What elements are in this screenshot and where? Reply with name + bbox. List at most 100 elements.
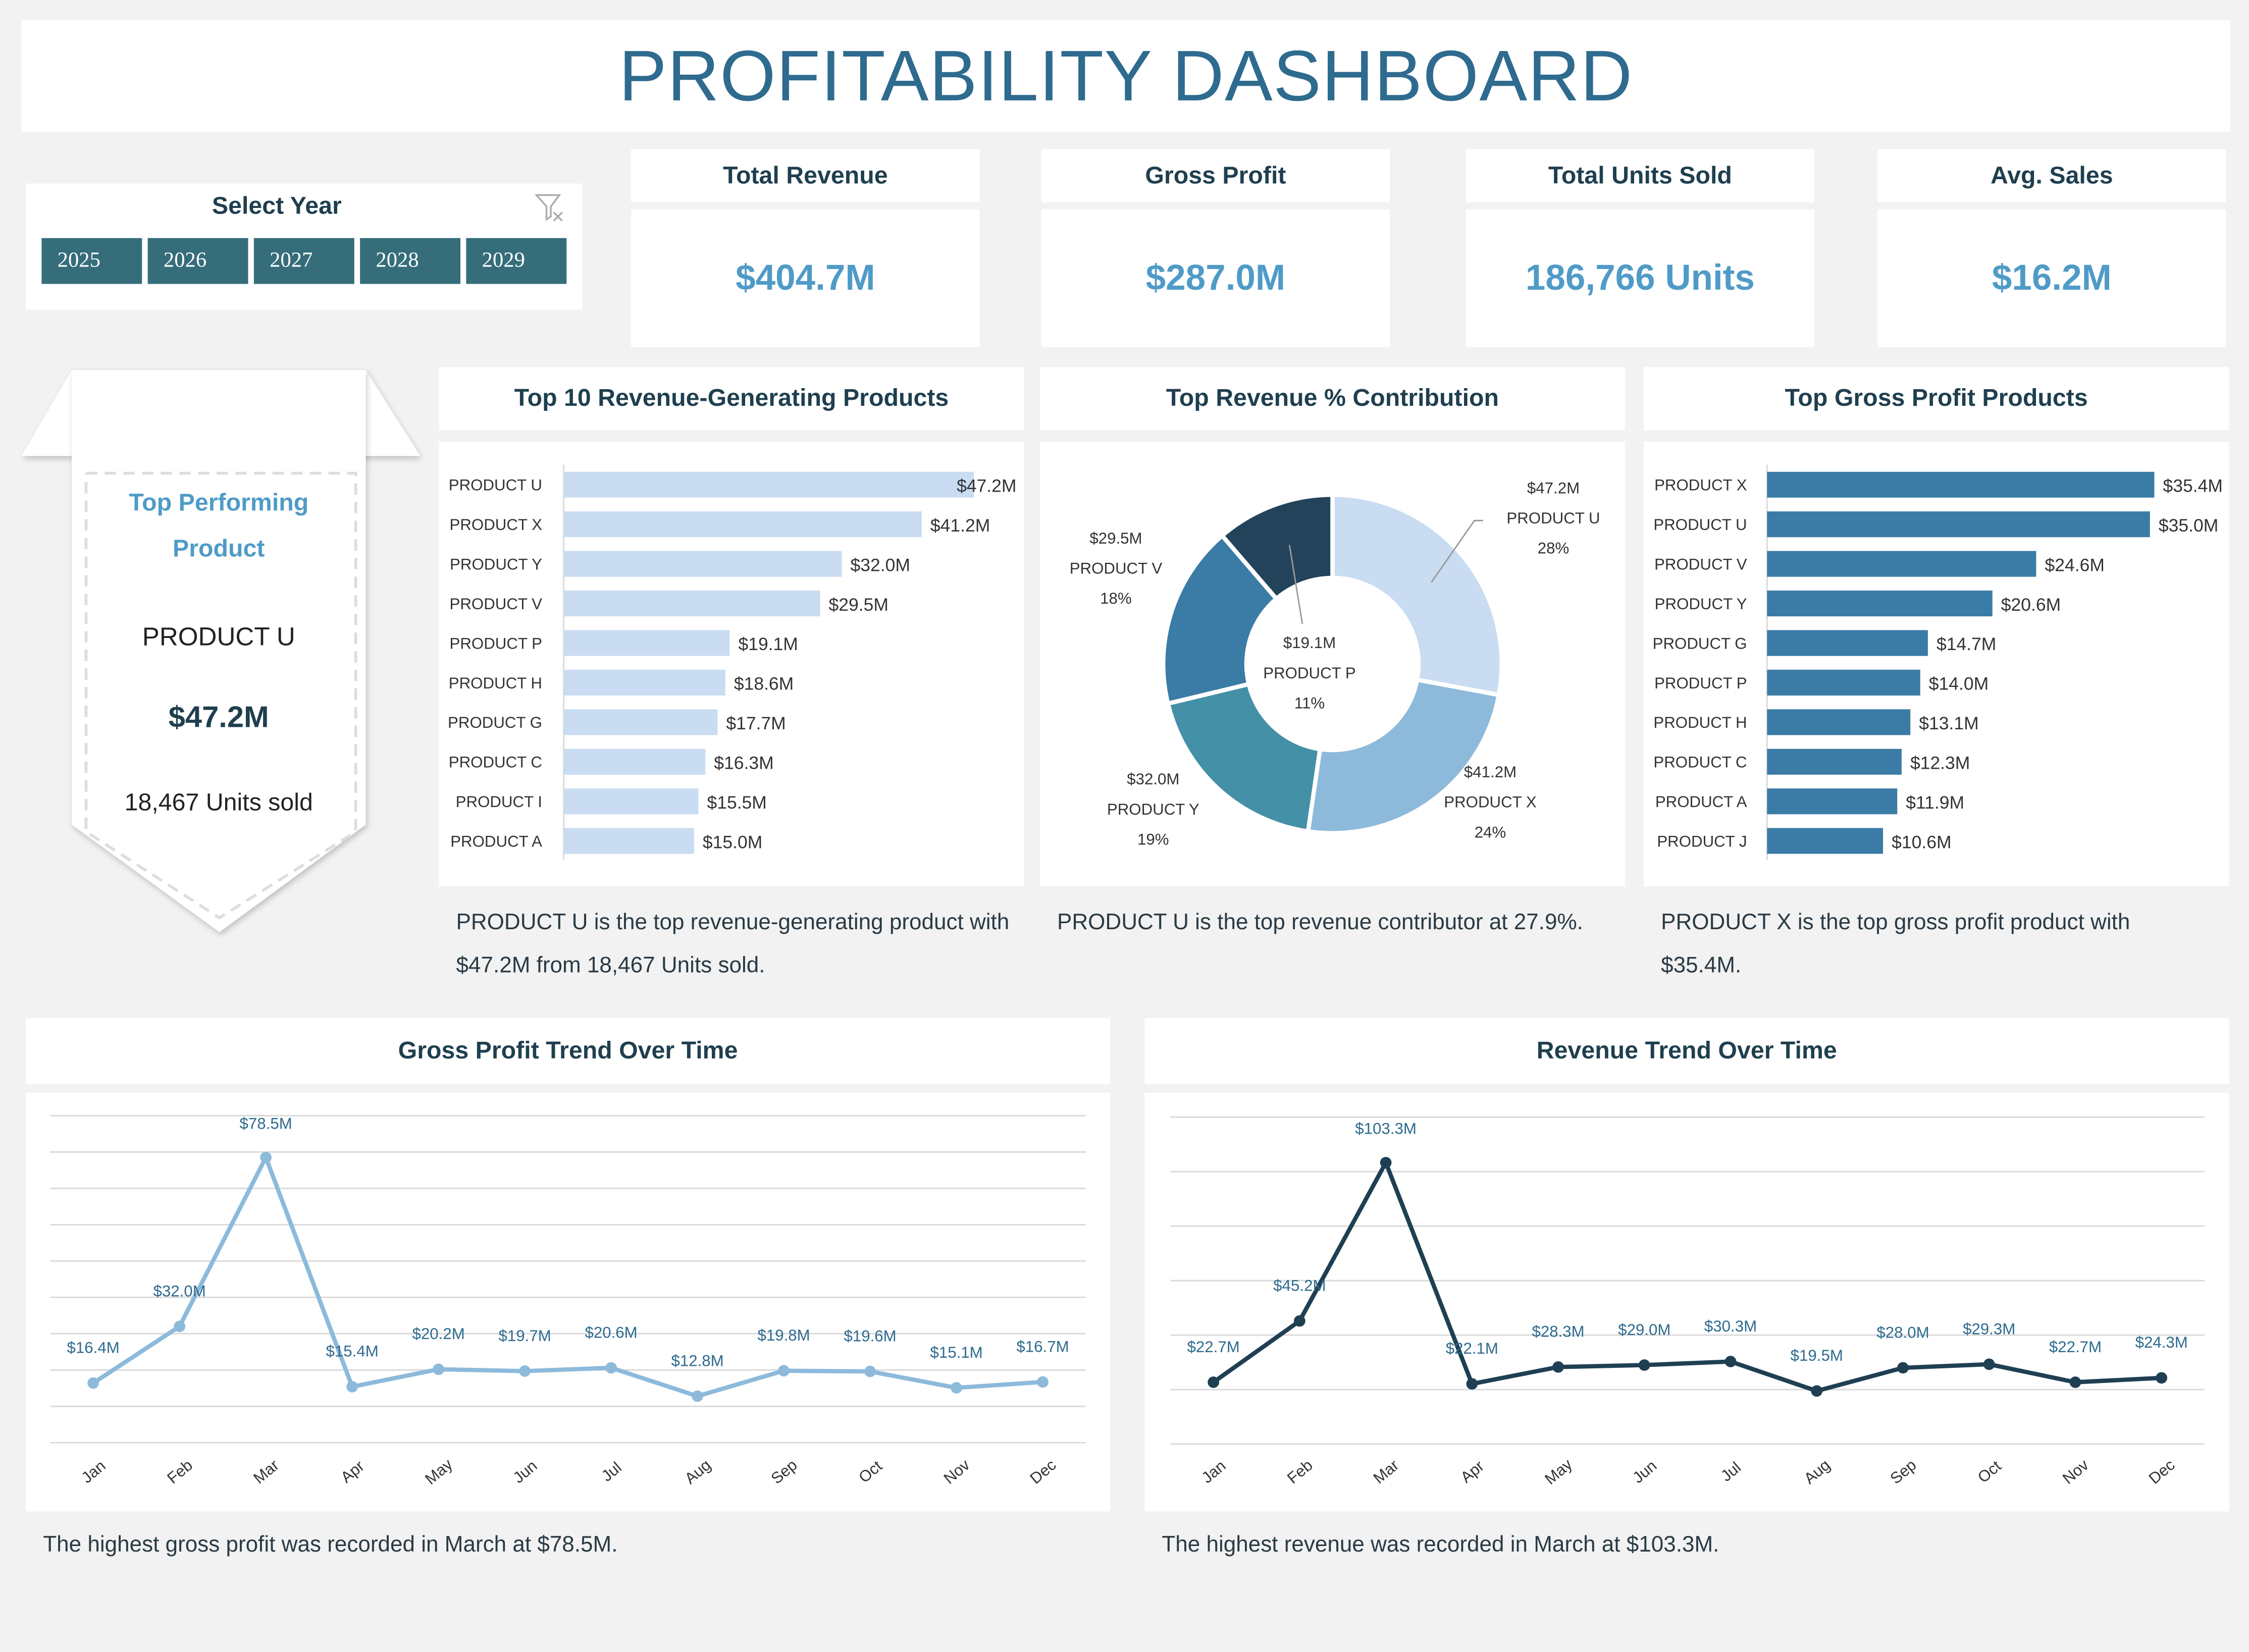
trend-value-label: $19.6M xyxy=(844,1327,896,1345)
trend-point xyxy=(1638,1359,1650,1371)
trend-value-label: $28.3M xyxy=(1532,1323,1584,1341)
rev-trend-title: Revenue Trend Over Time xyxy=(1144,1018,2229,1084)
bar-value-label: $12.3M xyxy=(1910,753,1970,773)
bar xyxy=(1767,828,1884,854)
donut-percent-label: 18% xyxy=(1100,590,1132,607)
bar xyxy=(563,788,699,815)
bar-value-label: $16.3M xyxy=(714,753,773,773)
bar-category-label: PRODUCT A xyxy=(1655,793,1747,811)
x-tick-label: Nov xyxy=(2059,1456,2092,1487)
x-tick-label: Jun xyxy=(510,1457,541,1486)
bar xyxy=(563,709,718,735)
bar xyxy=(563,591,820,617)
trend-value-label: $19.5M xyxy=(1791,1347,1843,1364)
bar-value-label: $13.1M xyxy=(1919,713,1978,733)
top-product-heading-2: Product xyxy=(173,535,265,562)
donut-value-label: $29.5M xyxy=(1089,529,1142,547)
x-tick-label: Nov xyxy=(940,1456,973,1487)
trend-value-label: $45.2M xyxy=(1273,1276,1326,1294)
bar-category-label: PRODUCT G xyxy=(1653,634,1747,652)
year-button-2027[interactable]: 2027 xyxy=(253,238,354,284)
x-tick-label: Feb xyxy=(1284,1456,1316,1487)
donut-category-label: PRODUCT U xyxy=(1506,509,1600,527)
bar-value-label: $19.1M xyxy=(738,634,798,654)
donut-value-label: $32.0M xyxy=(1127,770,1179,788)
bar xyxy=(1767,749,1902,775)
bar-category-label: PRODUCT H xyxy=(449,674,542,692)
trend-point xyxy=(2069,1376,2081,1388)
x-tick-label: Apr xyxy=(1457,1457,1488,1486)
bar-value-label: $29.5M xyxy=(829,595,888,615)
trend-point xyxy=(864,1365,876,1377)
bar-category-label: PRODUCT C xyxy=(449,754,542,771)
trend-value-label: $15.4M xyxy=(326,1343,379,1360)
bar-value-label: $32.0M xyxy=(851,555,910,575)
bar-category-label: PRODUCT V xyxy=(1654,556,1747,573)
x-tick-label: May xyxy=(1541,1455,1576,1488)
year-button-2028[interactable]: 2028 xyxy=(360,238,461,284)
trend-point xyxy=(1380,1157,1392,1168)
donut-value-label: $47.2M xyxy=(1527,479,1580,497)
x-tick-label: Dec xyxy=(2146,1456,2178,1487)
trend-line xyxy=(1212,1157,2162,1394)
trend-value-label: $103.3M xyxy=(1355,1120,1417,1138)
trend-point xyxy=(1552,1361,1564,1373)
x-tick-label: May xyxy=(422,1455,456,1488)
bar xyxy=(563,551,842,577)
trend-value-label: $19.7M xyxy=(499,1327,551,1345)
donut-category-label: PRODUCT P xyxy=(1263,664,1355,682)
gp-trend-caption: The highest gross profit was recorded in… xyxy=(43,1533,618,1558)
bar xyxy=(563,630,730,656)
x-tick-label: Oct xyxy=(1974,1457,2005,1486)
trend-value-label: $29.3M xyxy=(1963,1320,2015,1338)
bar-value-label: $35.0M xyxy=(2159,515,2218,536)
bar-category-label: PRODUCT P xyxy=(449,634,542,652)
x-tick-label: Sep xyxy=(1887,1456,1920,1487)
trend-value-label: $22.7M xyxy=(2049,1338,2102,1356)
donut-slice xyxy=(1219,492,1335,602)
donut-slice xyxy=(1161,532,1280,707)
bar-value-label: $15.5M xyxy=(707,792,766,813)
trend-point xyxy=(1811,1385,1823,1397)
title-banner: PROFITABILITY DASHBOARD xyxy=(21,20,2231,132)
bar-category-label: PRODUCT Y xyxy=(1655,595,1747,613)
x-tick-label: Jan xyxy=(78,1457,109,1486)
bar-category-label: PRODUCT G xyxy=(448,714,542,731)
bar xyxy=(563,471,974,498)
top10-caption: PRODUCT U is the top revenue-generating … xyxy=(456,911,1010,978)
bar-value-label: $17.7M xyxy=(726,713,786,733)
trend-point xyxy=(1897,1362,1909,1374)
x-tick-label: Jul xyxy=(1717,1458,1744,1484)
trend-point xyxy=(1208,1376,1220,1388)
bar xyxy=(1767,511,2150,538)
bar-category-label: PRODUCT C xyxy=(1653,754,1747,771)
trend-point xyxy=(87,1377,99,1389)
x-tick-label: Mar xyxy=(1370,1456,1402,1487)
trend-value-label: $16.4M xyxy=(67,1339,120,1357)
leader-line xyxy=(1431,519,1483,583)
bar-value-label: $47.2M xyxy=(957,476,1016,496)
year-button-2029[interactable]: 2029 xyxy=(466,238,567,284)
bar-category-label: PRODUCT P xyxy=(1654,674,1747,692)
trend-point xyxy=(951,1382,962,1394)
year-button-2025[interactable]: 2025 xyxy=(41,238,142,284)
top-product-name: PRODUCT U xyxy=(142,622,295,651)
donut-value-label: $41.2M xyxy=(1464,763,1516,781)
trend-point xyxy=(778,1365,790,1377)
trend-value-label: $22.1M xyxy=(1446,1340,1498,1357)
year-button-2026[interactable]: 2026 xyxy=(147,238,248,284)
bar xyxy=(1767,788,1898,815)
kpi-revenue-label: Total Revenue xyxy=(631,149,980,202)
bar-category-label: PRODUCT J xyxy=(1657,832,1747,850)
donut-category-label: PRODUCT X xyxy=(1444,793,1537,811)
filter-clear-icon[interactable] xyxy=(534,192,565,224)
bar-category-label: PRODUCT H xyxy=(1653,714,1747,731)
x-tick-label: Aug xyxy=(1801,1456,1834,1487)
trend-point xyxy=(346,1381,358,1393)
bar xyxy=(1767,630,1928,656)
bar xyxy=(563,511,922,538)
top-product-units: 18,467 Units sold xyxy=(124,788,313,816)
donut-category-label: PRODUCT V xyxy=(1070,559,1163,577)
donut-percent-label: 19% xyxy=(1137,830,1169,848)
